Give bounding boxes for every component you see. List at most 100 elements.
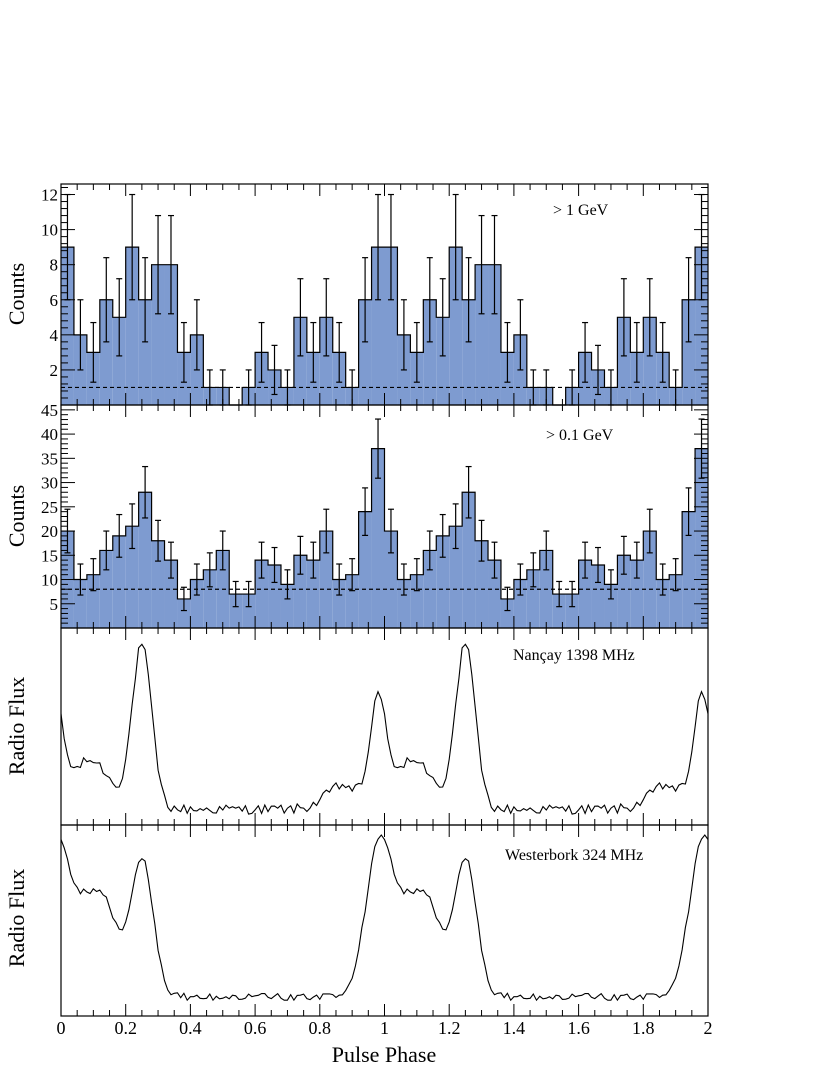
histogram-bar bbox=[73, 579, 87, 628]
histogram-bar bbox=[190, 579, 204, 628]
y-tick-label: 5 bbox=[50, 595, 59, 614]
histogram-bar bbox=[112, 317, 126, 405]
histogram-bar bbox=[203, 569, 217, 628]
histogram-bar bbox=[695, 448, 708, 628]
histogram-bar bbox=[345, 574, 359, 628]
histogram-bar bbox=[578, 560, 592, 628]
histogram-bar bbox=[475, 264, 489, 405]
histogram-bar bbox=[449, 526, 463, 628]
histogram-bar bbox=[682, 299, 696, 405]
x-axis-label: Pulse Phase bbox=[332, 1042, 437, 1067]
x-tick-labels: 0 0.2 0.4 0.6 0.8 1 1.2 1.4 1.6 1.8 2 bbox=[57, 1018, 713, 1038]
ylabel-gamma-high: Counts bbox=[4, 263, 29, 325]
histogram-bar bbox=[423, 299, 437, 405]
histogram-bar bbox=[61, 247, 74, 405]
y-tick-label: 45 bbox=[41, 401, 58, 420]
histogram-bar bbox=[384, 531, 398, 628]
histogram-bar bbox=[552, 594, 566, 628]
histogram-bar bbox=[462, 492, 476, 628]
radio-westerbork-panel bbox=[60, 824, 709, 1017]
panel-label-gamma-high: > 1 GeV bbox=[553, 202, 609, 219]
histogram-bar bbox=[164, 264, 178, 405]
radio-profile-line bbox=[60, 834, 709, 1002]
x-tick-label: 1.4 bbox=[503, 1018, 526, 1038]
histogram-bar bbox=[436, 535, 450, 628]
histogram-bar bbox=[513, 579, 527, 628]
histogram-bar bbox=[177, 598, 191, 628]
histogram-bar bbox=[99, 299, 113, 405]
histogram-bar bbox=[656, 579, 670, 628]
x-tick-label: 1.2 bbox=[438, 1018, 461, 1038]
histogram-bar bbox=[423, 550, 437, 628]
x-tick-label: 0 bbox=[57, 1018, 66, 1038]
histogram-bar bbox=[604, 584, 618, 628]
y-tick-label: 30 bbox=[41, 474, 58, 493]
histogram-bar bbox=[397, 579, 411, 628]
y-tick-label: 15 bbox=[41, 546, 58, 565]
histogram-outline bbox=[61, 246, 708, 406]
panel-label-gamma-low: > 0.1 GeV bbox=[546, 427, 614, 444]
histogram-bar bbox=[151, 264, 165, 405]
histogram-bar bbox=[293, 555, 307, 628]
histogram-bar bbox=[695, 247, 708, 405]
panel-label-radio-westerbork: Westerbork 324 MHz bbox=[505, 847, 643, 864]
histogram-bar bbox=[630, 560, 644, 628]
ylabel-gamma-low: Counts bbox=[4, 485, 29, 547]
x-tick-label: 0.6 bbox=[244, 1018, 267, 1038]
x-tick-label: 0.4 bbox=[179, 1018, 202, 1038]
y-tick-label: 35 bbox=[41, 449, 58, 468]
y-tick-label: 6 bbox=[50, 291, 59, 310]
histogram-bar bbox=[306, 560, 320, 628]
histogram-bar bbox=[255, 560, 269, 628]
ylabel-radio-westerbork: Radio Flux bbox=[4, 869, 29, 967]
y-tick-label: 20 bbox=[41, 522, 58, 541]
histogram-bar bbox=[591, 564, 605, 628]
histogram-bar bbox=[617, 555, 631, 628]
histogram-outline bbox=[61, 448, 708, 600]
gamma-low-panel: 5 10 15 20 25 30 35 40 45 bbox=[41, 401, 709, 629]
histogram-bar bbox=[319, 531, 333, 628]
histogram-bar bbox=[138, 492, 152, 628]
histogram-bar bbox=[358, 299, 372, 405]
radio-profile-line bbox=[60, 643, 709, 815]
histogram-bar bbox=[565, 594, 579, 628]
histogram-bar bbox=[500, 598, 514, 628]
histogram-bar bbox=[268, 564, 281, 628]
histogram-bar bbox=[449, 247, 463, 405]
panel-label-radio-nancay: Nançay 1398 MHz bbox=[513, 647, 635, 664]
histogram-bar bbox=[384, 247, 398, 405]
histogram-bar bbox=[229, 594, 243, 628]
y-tick-label: 25 bbox=[41, 498, 58, 517]
histogram-bar bbox=[125, 526, 139, 628]
histogram-bar bbox=[488, 264, 501, 405]
x-tick-label: 1.8 bbox=[632, 1018, 655, 1038]
y-tick-label: 40 bbox=[41, 425, 58, 444]
y-tick-label: 4 bbox=[50, 326, 59, 345]
histogram-bar bbox=[280, 584, 294, 628]
histogram-bar bbox=[358, 511, 372, 628]
y-tick-label: 10 bbox=[41, 571, 58, 590]
histogram-bar bbox=[332, 579, 346, 628]
ylabel-radio-nancay: Radio Flux bbox=[4, 677, 29, 775]
histogram-bar bbox=[319, 317, 333, 405]
histogram-bar bbox=[462, 299, 476, 405]
histogram-bar bbox=[371, 247, 385, 405]
x-tick-label: 1.6 bbox=[567, 1018, 590, 1038]
y-tick-label: 8 bbox=[50, 256, 59, 275]
x-tick-label: 0.8 bbox=[309, 1018, 332, 1038]
gamma-high-panel: 2 4 6 8 10 12 bbox=[41, 183, 709, 406]
histogram-bar bbox=[682, 511, 696, 628]
histogram-bar bbox=[164, 560, 178, 628]
histogram-bar bbox=[125, 247, 139, 405]
x-tick-label: 0.2 bbox=[114, 1018, 137, 1038]
histogram-bar bbox=[86, 574, 100, 628]
histogram-bar bbox=[112, 535, 126, 628]
histogram-bar bbox=[151, 540, 165, 628]
histogram-bar bbox=[617, 317, 631, 405]
histogram-bar bbox=[371, 448, 385, 628]
histogram-bar bbox=[669, 574, 683, 628]
x-tick-label: 2 bbox=[704, 1018, 713, 1038]
x-tick-label: 1 bbox=[380, 1018, 389, 1038]
histogram-bar bbox=[410, 574, 424, 628]
